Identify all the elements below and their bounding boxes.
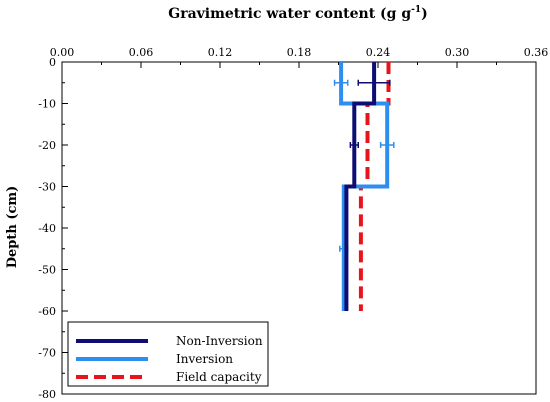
x-tick-label: 0.06 [129,46,154,59]
y-tick-label: -70 [38,347,56,360]
chart-title: Gravimetric water content (g g-1) [168,5,428,22]
legend-label-inversion: Inversion [176,352,233,366]
y-tick-label: -30 [38,181,56,194]
y-tick-label: -50 [38,264,56,277]
x-tick-label: 0.24 [366,46,391,59]
x-tick-label: 0.18 [287,46,312,59]
series-layer [333,62,395,311]
chart-title-suffix: ) [421,6,428,22]
y-tick-label: -80 [38,388,56,401]
legend: Non-Inversion Inversion Field capacity [67,321,269,387]
y-tick-label: -10 [38,98,56,111]
x-tick-label: 0.30 [445,46,470,59]
x-tick-label: 0.12 [208,46,233,59]
y-axis-label: Depth (cm) [5,186,20,269]
y-tick-label: -20 [38,139,56,152]
y-tick-label: -60 [38,305,56,318]
series-line-field-capacity [358,62,391,311]
x-axis: 0.00 0.06 0.12 0.18 0.24 0.30 0.36 [50,46,549,68]
y-tick-label: -40 [38,222,56,235]
chart-title-superscript: -1 [411,5,421,15]
y-axis: 0 -10 -20 -30 -40 -50 -60 -70 -80 [38,56,68,401]
x-tick-label: 0.36 [524,46,549,59]
x-tick-label: 0.00 [50,46,75,59]
y-tick-label: 0 [49,56,56,69]
legend-label-non-inversion: Non-Inversion [176,334,263,348]
legend-label-field-capacity: Field capacity [176,370,262,384]
